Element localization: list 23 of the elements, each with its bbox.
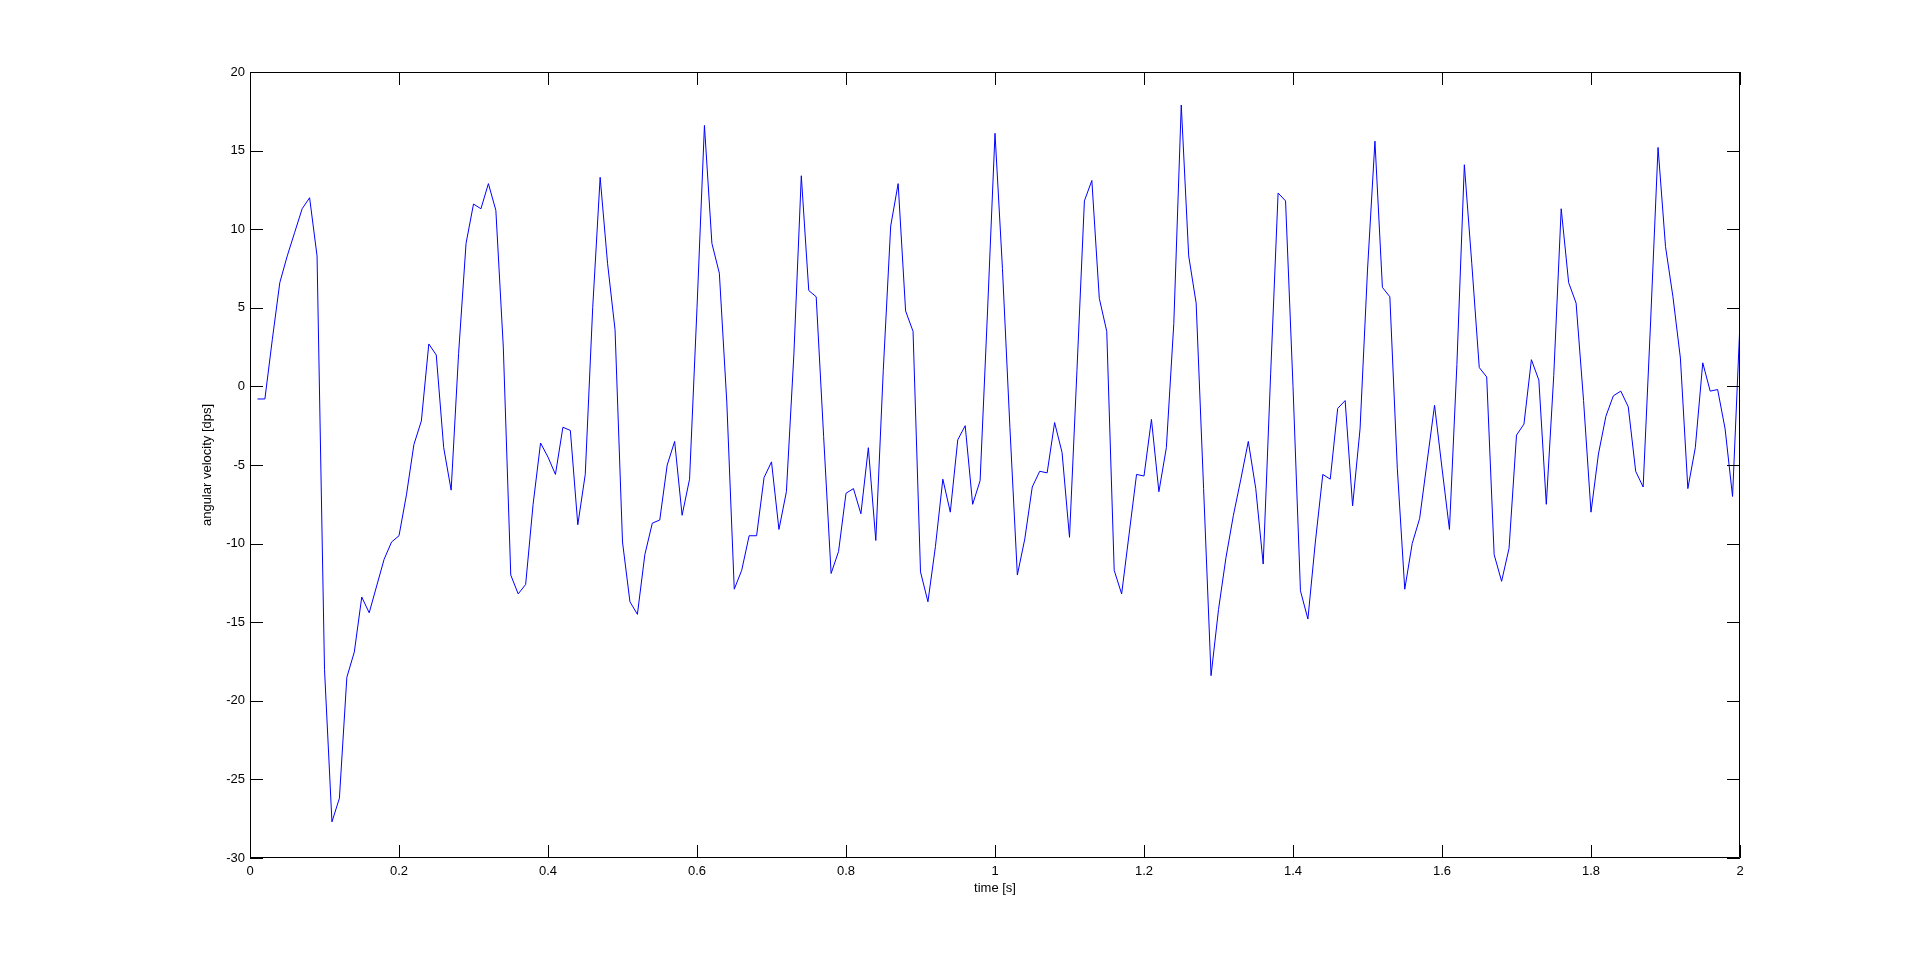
x-tick-label: 1.2: [1134, 863, 1154, 879]
x-tick-label: 0.4: [538, 863, 558, 879]
y-tick-label: 20: [230, 63, 245, 79]
x-tick-label: 1.4: [1283, 863, 1303, 879]
y-tick-label: 15: [230, 142, 245, 158]
x-axis-title: time [s]: [974, 879, 1016, 895]
x-tick-label: 0.6: [687, 863, 707, 879]
x-tick-label: 1.6: [1432, 863, 1452, 879]
x-tick-label: 1: [991, 863, 999, 879]
x-tick-label: 0.8: [836, 863, 856, 879]
x-tick-label: 0.2: [389, 863, 409, 879]
y-tick-label: -20: [226, 692, 245, 708]
y-tick-label: -10: [226, 535, 245, 551]
y-tick-label: 0: [237, 377, 245, 393]
y-axis-title: angular velocity [dps]: [199, 403, 215, 527]
y-tick-label: -30: [226, 849, 245, 865]
y-tick-label: 10: [230, 220, 245, 236]
y-tick-label: 5: [237, 299, 245, 315]
y-tick-label: -5: [233, 456, 245, 472]
x-tick-label: 2: [1736, 863, 1744, 879]
y-tick-label: -15: [226, 613, 245, 629]
y-tick-label: -25: [226, 770, 245, 786]
x-tick-label: 1.8: [1581, 863, 1601, 879]
